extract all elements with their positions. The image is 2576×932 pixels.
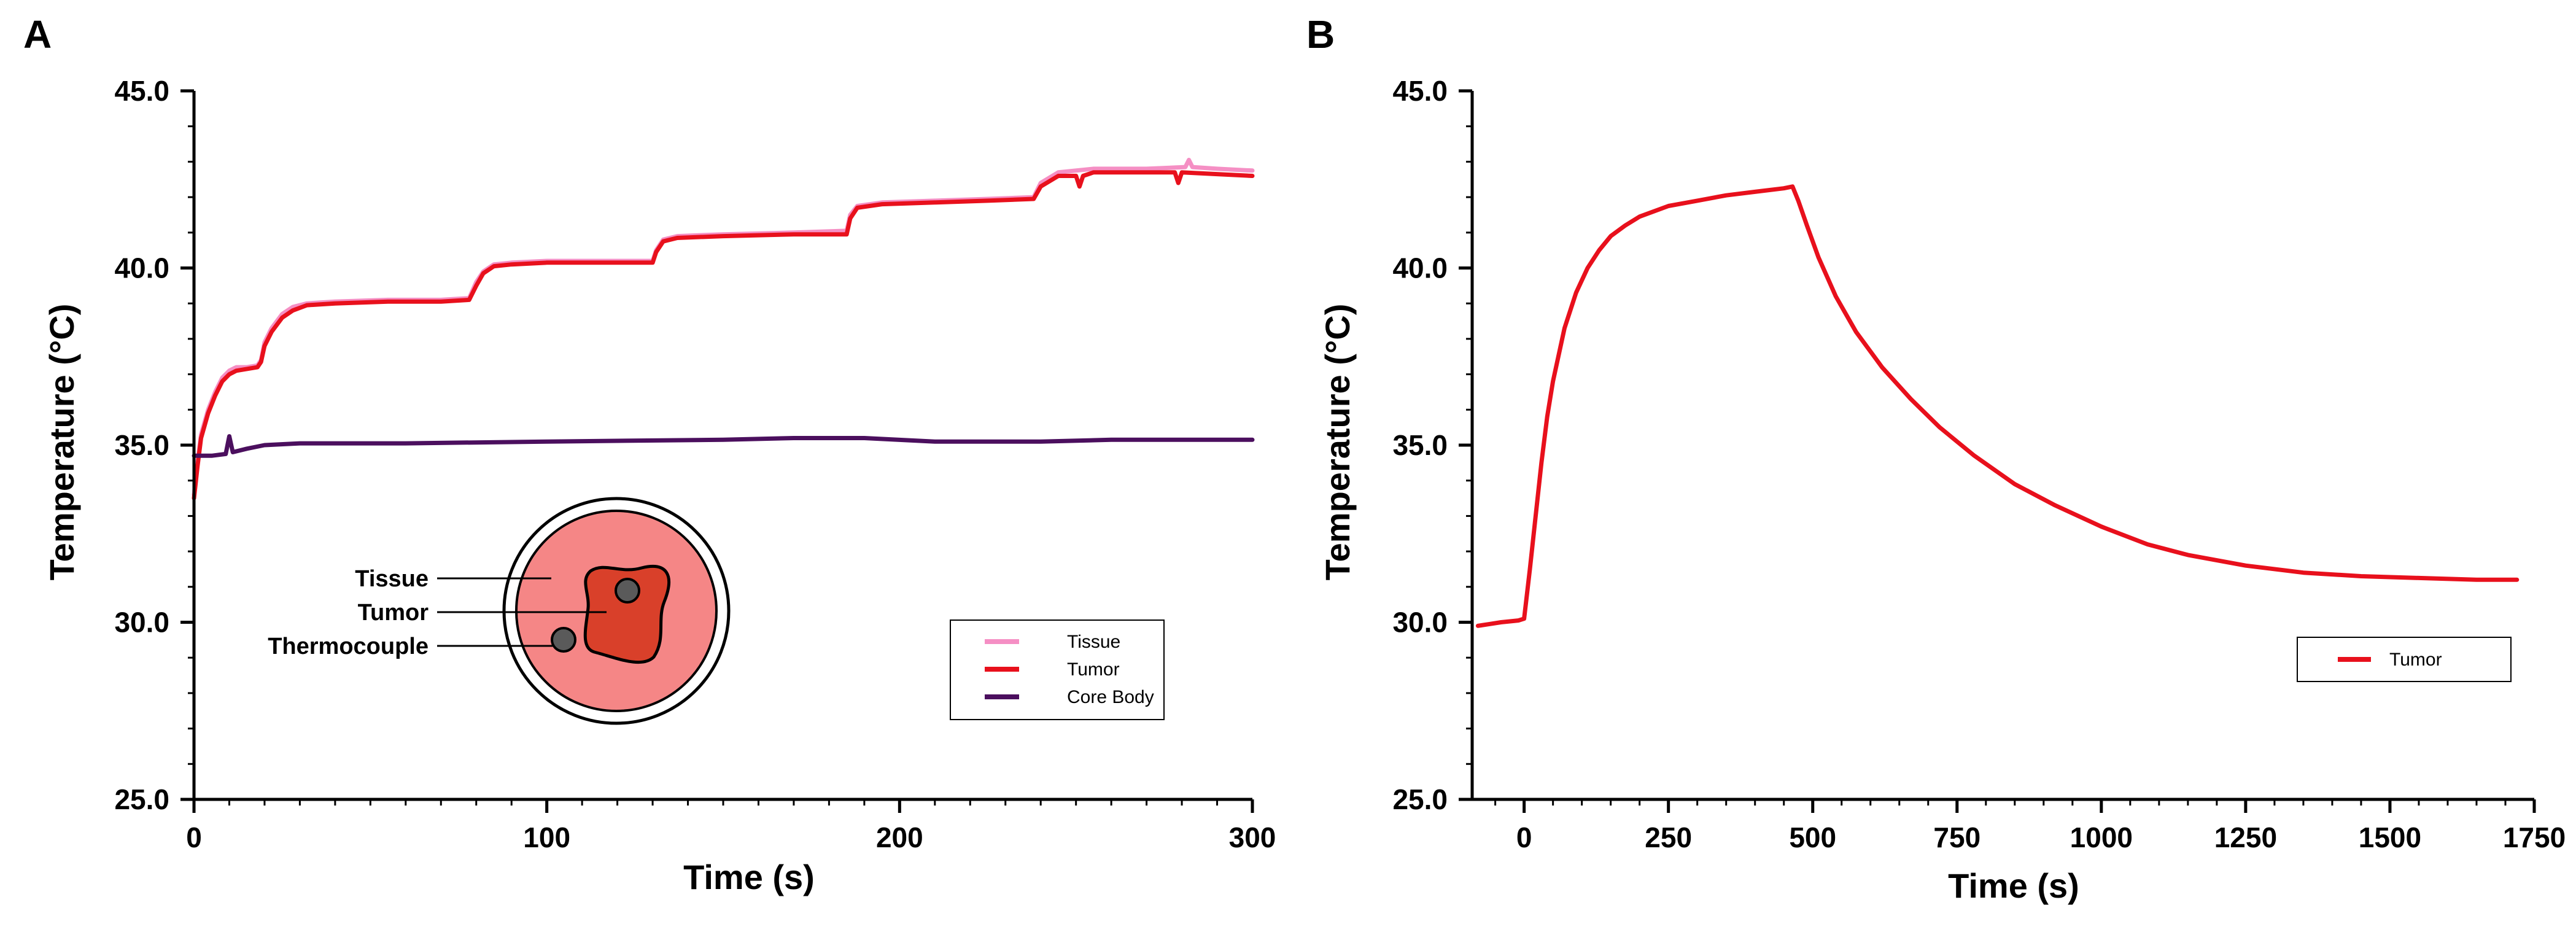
x-tick-label: 100 [523, 821, 570, 853]
x-tick-label: 200 [876, 821, 923, 853]
series-line-core-body [192, 434, 1255, 458]
panel-b-y-axis-title: Temperature (°C) [1318, 304, 1357, 581]
x-tick-label: 1750 [2503, 821, 2566, 853]
inset-label-thermocouple: Thermocouple [268, 634, 429, 659]
panel-a-axes: 25.0 30.0 35.0 40.0 45.0 0 100 200 300 [114, 75, 1276, 853]
panel-a-x-axis-title: Time (s) [683, 858, 815, 896]
panel-a-series [192, 158, 1255, 500]
legend-label-core-body: Core Body [1067, 687, 1154, 707]
legend-label-tissue: Tissue [1067, 632, 1120, 652]
x-tick-label: 1500 [2359, 821, 2421, 853]
x-tick-label: 500 [1789, 821, 1836, 853]
panel-b-letter: B [1306, 12, 1335, 56]
x-tick-label: 0 [186, 821, 202, 853]
panel-b-x-axis-title: Time (s) [1948, 866, 2079, 905]
panel-b-legend-box [2297, 637, 2512, 682]
x-tick-label: 750 [1933, 821, 1980, 853]
inset-illustration: Tissue Tumor Thermocouple [268, 497, 731, 725]
tumor-thermocouple-probe [615, 578, 640, 604]
y-tick-label: 35.0 [1392, 429, 1448, 461]
series-line-tumor [1475, 184, 2520, 628]
panel-b-series [1475, 184, 2520, 628]
inset-label-tissue: Tissue [355, 566, 429, 592]
legend-label-tumor: Tumor [1067, 659, 1120, 680]
tumor-shape [583, 564, 671, 664]
x-tick-label: 1000 [2070, 821, 2133, 853]
x-tick-label: 1250 [2214, 821, 2277, 853]
y-tick-label: 35.0 [114, 429, 169, 461]
y-tick-label: 45.0 [1392, 75, 1448, 107]
x-tick-label: 0 [1516, 821, 1532, 853]
x-tick-label: 250 [1645, 821, 1692, 853]
panel-a-y-axis-title: Temperature (°C) [42, 304, 81, 581]
panel-a-letter: A [23, 12, 52, 56]
inset-label-tumor: Tumor [358, 600, 429, 626]
tissue-thermocouple-probe [551, 627, 576, 653]
y-tick-label: 25.0 [114, 783, 169, 815]
y-tick-label: 40.0 [114, 252, 169, 284]
legend-label-tumor-b: Tumor [2389, 650, 2442, 670]
y-tick-label: 25.0 [1392, 783, 1448, 815]
y-tick-label: 30.0 [1392, 607, 1448, 639]
x-tick-label: 300 [1229, 821, 1276, 853]
y-tick-label: 45.0 [114, 75, 169, 107]
y-tick-label: 30.0 [114, 607, 169, 639]
panel-b-axes: 25.0 30.0 35.0 40.0 45.0 0 250 500 750 1000 1250 15… [1392, 75, 2566, 853]
panel-a-legend: Tissue Tumor Core Body [950, 619, 1165, 720]
panel-b-legend: Tumor [2297, 637, 2512, 682]
panel-a: A 25.0 30.0 35.0 40.0 45.0 0 100 200 300 Time (s… [23, 12, 1276, 896]
panel-b: B 25.0 30.0 35.0 40.0 45.0 0 250 500 750 1000 1250… [1306, 12, 2566, 905]
series-line-tumor [192, 170, 1255, 500]
y-tick-label: 40.0 [1392, 252, 1448, 284]
